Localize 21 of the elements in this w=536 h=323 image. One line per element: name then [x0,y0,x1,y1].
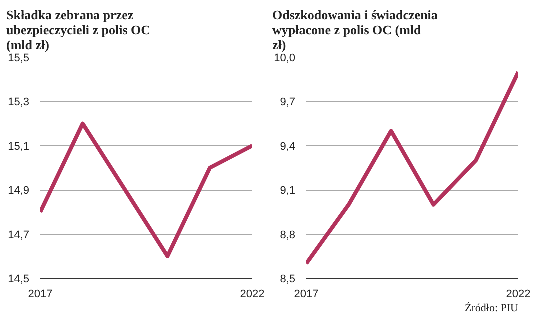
line-series [306,70,518,266]
x-tick-label: 2017 [28,288,53,300]
y-tick-label: 14,5 [8,274,30,286]
y-tick-label: 10,0 [274,52,296,64]
text: Źródło: PIU [465,302,519,314]
y-tick-label: 9,7 [280,96,296,109]
y-tick-label: 8,5 [280,274,296,286]
y-tick-label: 9,1 [280,185,296,198]
x-tick-label: 2022 [240,288,265,300]
y-tick-label: 14,9 [8,185,30,198]
x-tick-label: 2017 [294,288,319,300]
y-tick-label: 9,4 [280,140,296,153]
y-tick-label: 15,3 [8,96,30,109]
y-tick-label: 14,7 [8,229,30,242]
x-tick-label: 2022 [506,288,531,300]
y-tick-label: 15,1 [8,140,30,153]
line-series [40,122,252,258]
y-tick-label: 15,5 [8,52,30,64]
chart-title: Odszkodowania i świadczenia wypłacone z polis OC (mld zł) [272,8,438,52]
chart-title: Składka zebrana przez ubezpieczycieli z polis OC (mld zł) [6,8,151,52]
y-tick-label: 8,8 [280,229,296,242]
